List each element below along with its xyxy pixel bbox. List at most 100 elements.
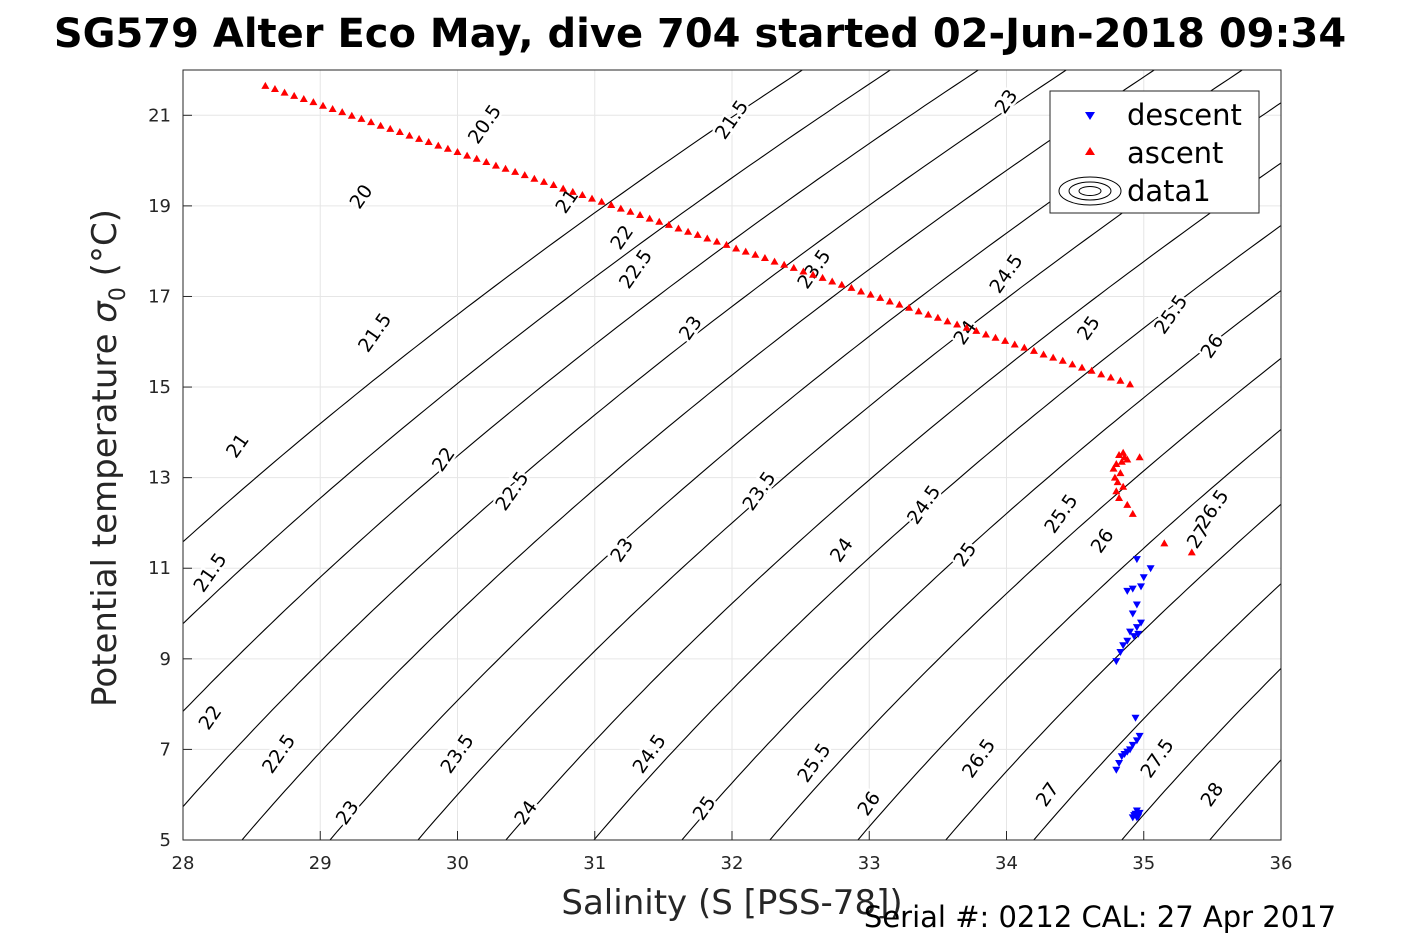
ascent-point: [424, 138, 433, 146]
ascent-point: [1117, 457, 1126, 465]
ascent-point: [1120, 453, 1129, 461]
y-tick-label: 7: [160, 739, 171, 760]
ascent-point: [299, 94, 308, 102]
y-tick-label: 17: [148, 286, 171, 307]
ascent-point: [924, 310, 933, 318]
ascent-point: [905, 303, 914, 311]
ascent-point: [981, 330, 990, 338]
ascent-point: [760, 253, 769, 261]
ascent-point: [367, 118, 376, 126]
ascent-point: [1029, 346, 1038, 354]
descent-point: [1132, 624, 1141, 632]
descent-point: [1128, 610, 1137, 618]
ascent-point: [962, 323, 971, 331]
density-contour-line: [241, 70, 1156, 840]
y-tick-label: 15: [148, 377, 171, 398]
ascent-point: [1068, 360, 1077, 368]
ascent-point: [1020, 343, 1029, 351]
ascent-point: [347, 111, 356, 119]
ascent-point: [549, 181, 558, 189]
x-tick-label: 29: [309, 853, 332, 874]
ascent-point: [501, 164, 510, 172]
density-contour-line: [1370, 52, 1417, 858]
ascent-point: [309, 98, 318, 106]
density-contour-line: [1282, 52, 1417, 858]
descent-point: [1128, 585, 1137, 593]
ascent-point: [847, 283, 856, 291]
y-tick-label: 11: [148, 558, 171, 579]
descent-point: [1132, 737, 1141, 745]
ascent-point: [1160, 539, 1169, 547]
descent-point: [1123, 587, 1132, 595]
ascent-point: [684, 227, 693, 235]
ascent-point: [1116, 376, 1125, 384]
y-axis-label-unit: (°C): [85, 209, 125, 287]
ascent-point: [703, 234, 712, 242]
x-tick-label: 34: [995, 853, 1018, 874]
legend-data1-label: data1: [1127, 174, 1211, 208]
ascent-point: [616, 204, 625, 212]
ascent-point: [1116, 469, 1125, 477]
x-tick-label: 36: [1270, 853, 1293, 874]
ascent-point: [895, 300, 904, 308]
ascent-point: [1058, 356, 1067, 364]
descent-point: [1137, 583, 1146, 591]
x-tick-label: 31: [583, 853, 606, 874]
descent-point: [1132, 601, 1141, 609]
ascent-point: [463, 151, 472, 159]
ascent-point: [1113, 478, 1122, 486]
descent-point: [1117, 753, 1126, 761]
ascent-point: [1087, 366, 1096, 374]
ascent-point: [636, 210, 645, 218]
ascent-series: [261, 81, 1196, 556]
ascent-point: [530, 174, 539, 182]
ascent-point: [991, 333, 1000, 341]
ascent-point: [818, 273, 827, 281]
ascent-point: [453, 147, 462, 155]
ascent-point: [693, 230, 702, 238]
descent-point: [1128, 741, 1137, 749]
descent-point: [1130, 633, 1139, 641]
x-axis-ticks: 28 29 30 31 32 33 34 35 36: [172, 831, 1293, 874]
ascent-point: [1119, 482, 1128, 490]
ascent-point: [1109, 464, 1118, 472]
ascent-point: [1112, 487, 1121, 495]
descent-point: [1132, 556, 1141, 564]
descent-point: [1135, 732, 1144, 740]
ascent-point: [280, 88, 289, 96]
ascent-point: [270, 85, 279, 93]
ascent-point: [539, 177, 548, 185]
density-contour-line: [183, 70, 980, 713]
x-tick-label: 28: [172, 853, 195, 874]
descent-point: [1116, 649, 1125, 657]
ascent-point: [645, 214, 654, 222]
descent-point: [1132, 814, 1141, 822]
ascent-point: [857, 287, 866, 295]
ascent-point: [789, 263, 798, 271]
descent-point: [1123, 637, 1132, 645]
x-tick-label: 30: [446, 853, 469, 874]
ascent-point: [482, 157, 491, 165]
y-axis-label-subscript: 0: [106, 287, 131, 301]
ascent-point: [1115, 451, 1124, 458]
x-axis-label: Salinity (S [PSS-78]): [561, 883, 902, 923]
descent-point: [1119, 642, 1128, 650]
ascent-point: [395, 128, 404, 136]
y-tick-label: 5: [160, 830, 171, 851]
ascent-point: [828, 277, 837, 285]
descent-point: [1112, 766, 1121, 774]
y-tick-label: 13: [148, 468, 171, 489]
density-contour-line: [769, 357, 1281, 840]
ascent-point: [1110, 473, 1119, 481]
density-contour-line: [183, 70, 892, 625]
ascent-point: [290, 91, 299, 99]
ascent-point: [664, 220, 673, 228]
ascent-point: [1039, 350, 1048, 358]
ascent-point: [1077, 363, 1086, 371]
ascent-point: [808, 270, 817, 278]
ascent-point: [885, 297, 894, 305]
ascent-point: [722, 240, 731, 248]
legend-descent-label: descent: [1127, 98, 1242, 132]
density-contour-line: [681, 289, 1281, 840]
ascent-point: [1115, 494, 1124, 502]
